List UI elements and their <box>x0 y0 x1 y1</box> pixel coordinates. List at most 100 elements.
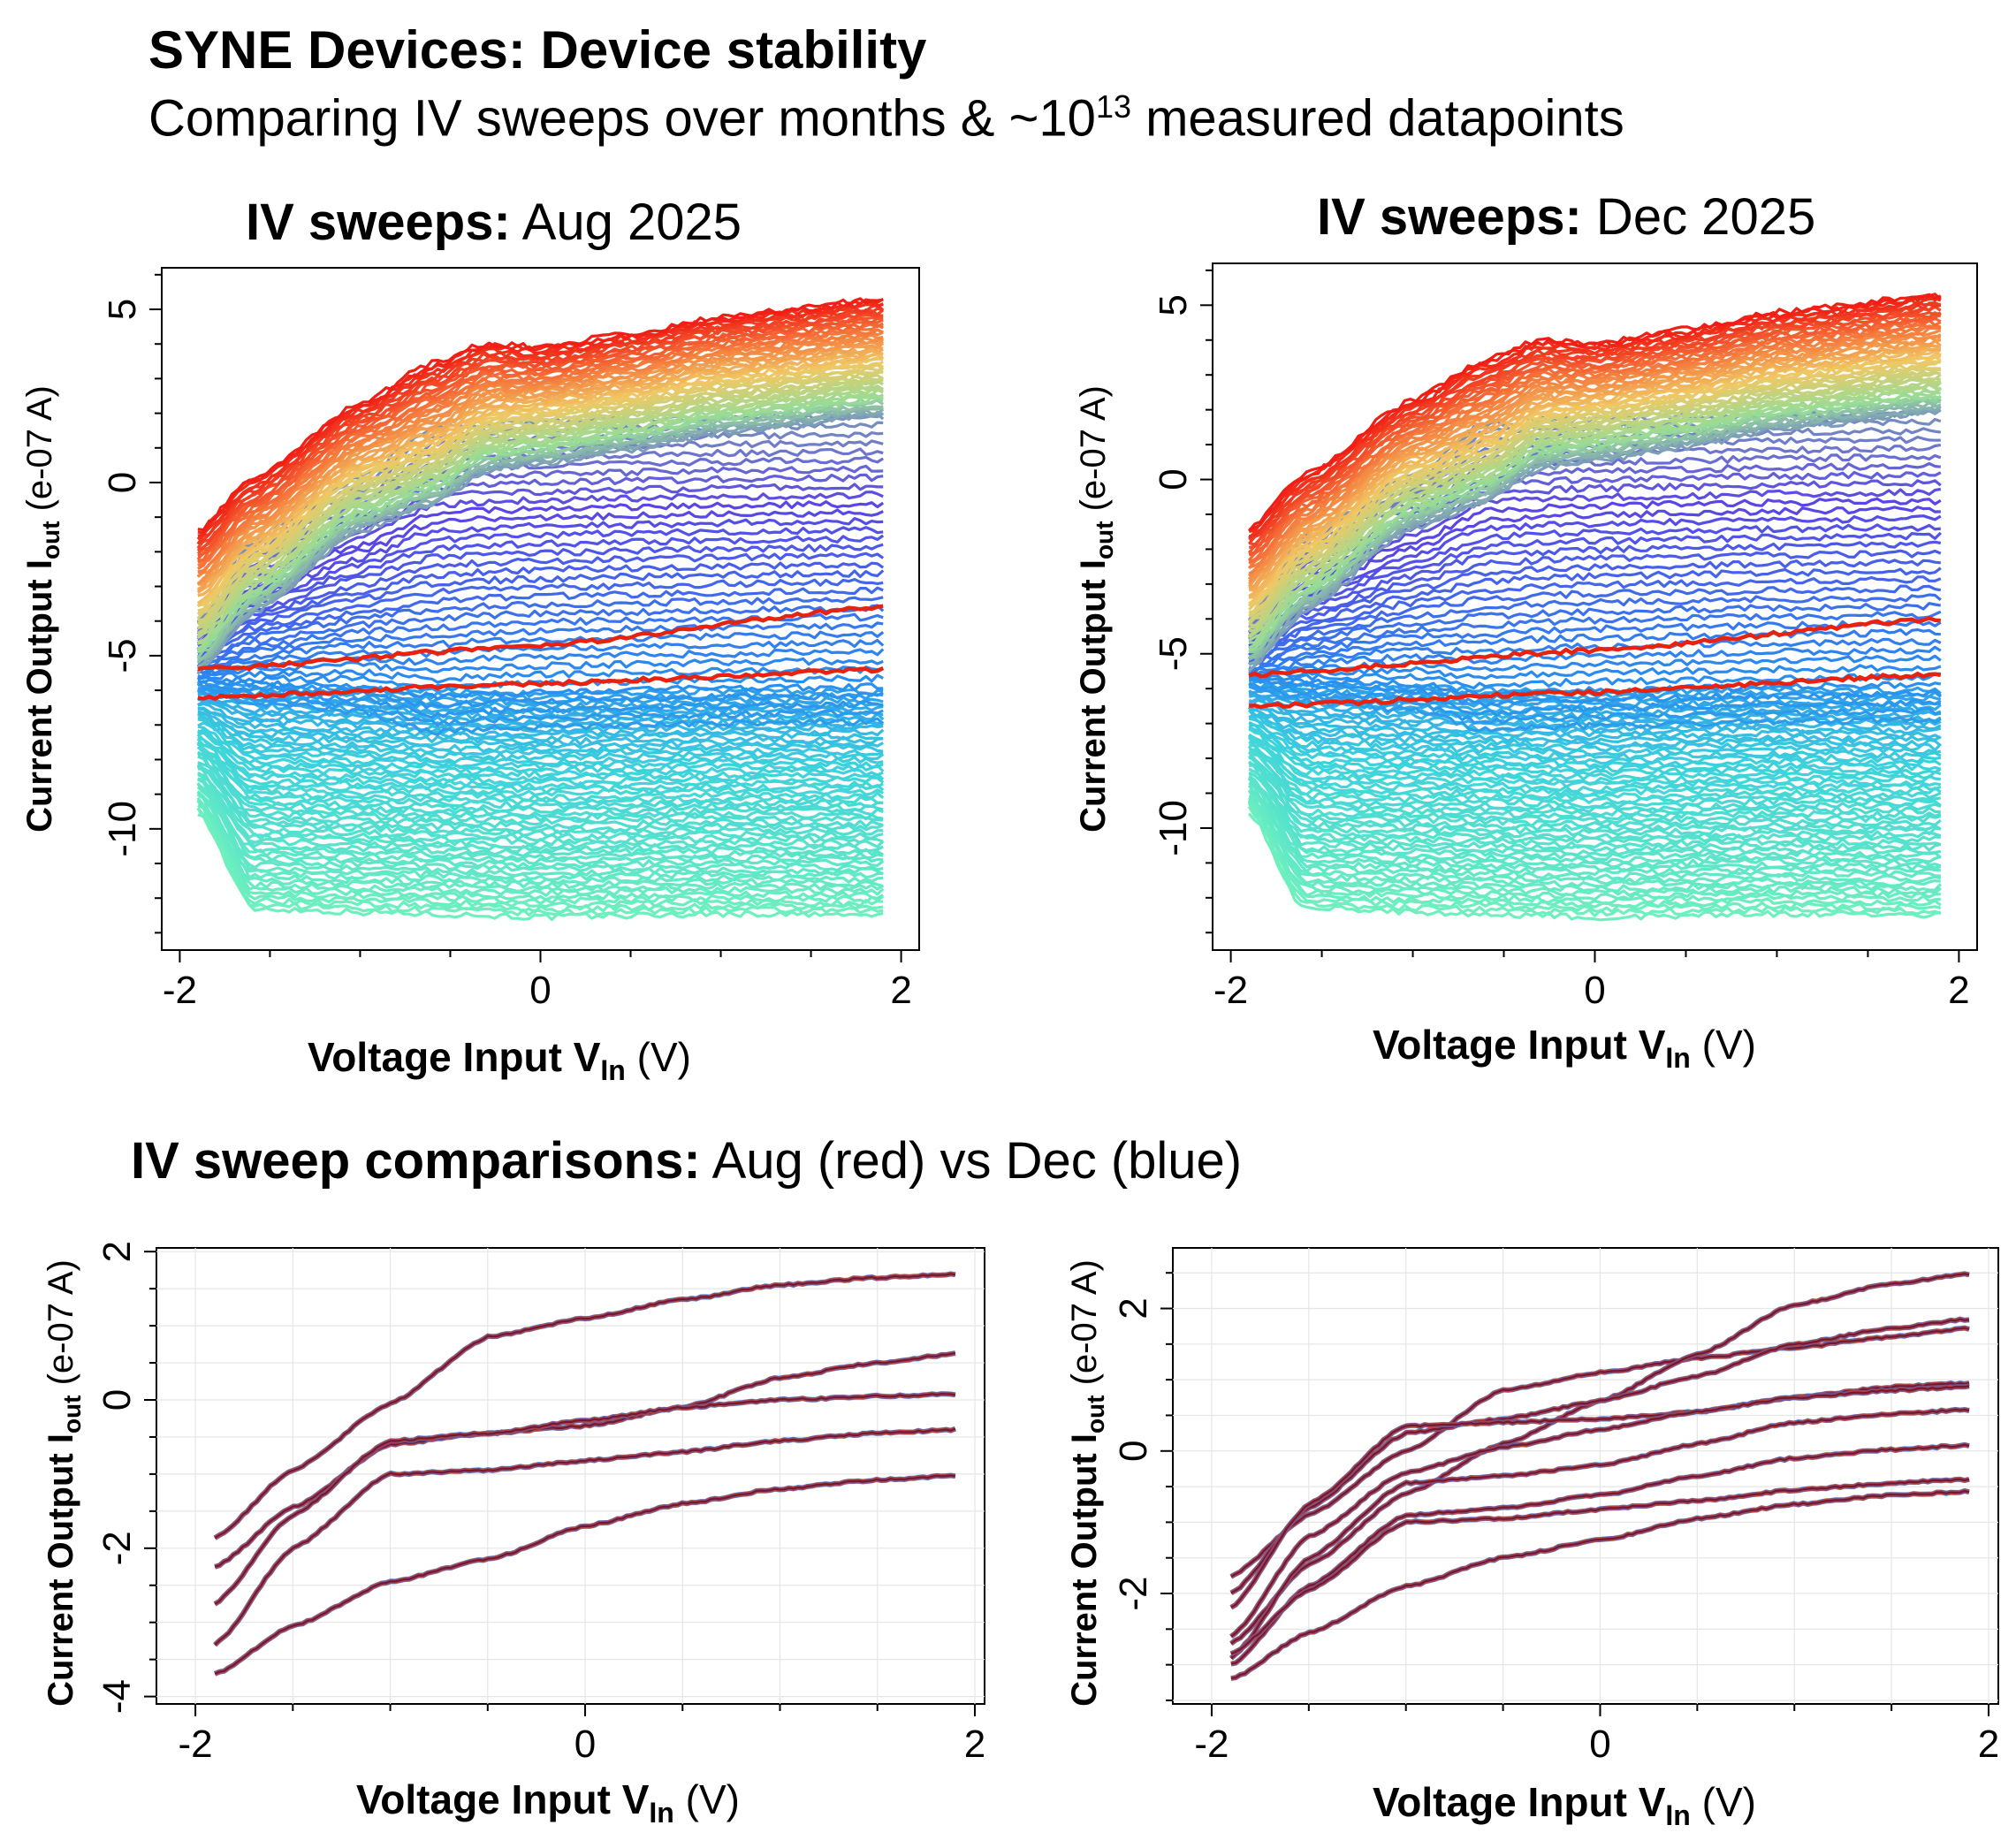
sweep-line <box>196 638 885 675</box>
sweep-line <box>197 771 885 850</box>
sweep-line <box>197 380 884 635</box>
x-axis-label-unit: (V) <box>1691 1779 1756 1825</box>
sweep-line <box>1248 514 1942 644</box>
sweep-line <box>197 755 884 826</box>
y-tick-label: -10 <box>101 801 144 857</box>
y-axis-label-sub: out <box>37 521 65 560</box>
aug-title-rest: Aug 2025 <box>510 194 742 251</box>
overlay-sweep-line <box>1230 1385 1970 1638</box>
sweep-line <box>196 333 884 578</box>
y-axis-label-main: Current Output I <box>20 559 59 833</box>
sweep-line <box>196 696 884 726</box>
sweep-line <box>197 561 885 658</box>
sweep-line <box>1248 549 1942 650</box>
chart-cmp1: -2 0 2 2 0 -2 -4 Voltage Input VIn (V) Current O… <box>42 1241 985 1829</box>
sweep-line <box>1248 755 1942 825</box>
sweep-line <box>1248 760 1942 833</box>
sweep-line <box>1248 645 1942 675</box>
subtitle-suffix: measured datapoints <box>1130 89 1624 148</box>
x-axis-label-main: Voltage Input V <box>356 1776 650 1822</box>
sweep-line <box>197 752 884 818</box>
sweep-line <box>196 526 884 650</box>
x-tick-label: 0 <box>574 1723 596 1766</box>
x-axis-label-unit: (V) <box>1691 1022 1756 1068</box>
sweep-line <box>197 718 885 762</box>
sweep-line <box>1247 812 1942 922</box>
x-axis-label: Voltage Input VIn (V) <box>356 1776 740 1829</box>
y-tick-label: -5 <box>101 638 144 673</box>
sweep-line <box>1248 681 1942 718</box>
x-axis-label-sub: In <box>649 1797 673 1829</box>
x-tick-label: -2 <box>1194 1723 1229 1766</box>
y-tick-label: 2 <box>1112 1297 1155 1319</box>
overlay-sweep-line <box>214 1273 956 1540</box>
plot-frame <box>1172 1247 1999 1705</box>
y-axis-label: Current Output Iout (e-07 A) <box>42 1259 86 1707</box>
plot-frame <box>156 1247 985 1705</box>
sweep-line <box>197 586 884 660</box>
sweep-line <box>197 712 884 754</box>
dec-title-bold: IV sweeps: <box>1317 188 1582 246</box>
sweep-line <box>1247 559 1941 657</box>
y-axis-label-sub: out <box>1091 521 1118 560</box>
x-tick-label: 0 <box>529 969 551 1012</box>
sweep-line <box>196 727 884 779</box>
sweep-line <box>197 517 884 647</box>
aug-title-bold: IV sweeps: <box>246 194 511 251</box>
sweep-line <box>1249 723 1942 769</box>
figure-title: SYNE Devices: Device stability <box>148 20 927 80</box>
sweep-line <box>1248 761 1942 840</box>
sweep-line <box>197 702 884 734</box>
x-axis-label: Voltage Input VIn (V) <box>1373 1779 1756 1831</box>
sweep-line <box>196 786 884 878</box>
y-tick-label: -2 <box>1112 1576 1155 1610</box>
sweep-line <box>1248 678 1942 709</box>
sweep-line <box>196 308 885 550</box>
aug-panel-title: IV sweeps: Aug 2025 <box>246 193 742 252</box>
sweep-line <box>197 731 885 782</box>
sweep-line <box>197 735 885 786</box>
sweep-line <box>1247 734 1942 794</box>
x-axis-label-main: Voltage Input V <box>308 1034 601 1080</box>
y-axis-label: Current Output Iout (e-07 A) <box>20 385 65 833</box>
overlay-sweep-line <box>214 1474 956 1675</box>
sweep-line <box>196 793 885 894</box>
x-axis-label-sub: In <box>1665 1042 1690 1074</box>
y-axis-label: Current Output Iout (e-07 A) <box>1065 1259 1109 1707</box>
section-title-rest: Aug (red) vs Dec (blue) <box>700 1132 1243 1190</box>
sweep-line <box>1248 789 1941 881</box>
sweep-line <box>1248 685 1942 734</box>
sweep-line <box>197 322 884 564</box>
y-axis-label-main: Current Output I <box>42 1434 80 1707</box>
y-tick-label: -4 <box>95 1679 139 1714</box>
dec-panel-title: IV sweeps: Dec 2025 <box>1317 187 1815 247</box>
comparison-section-title: IV sweep comparisons: Aug (red) vs Dec (… <box>131 1131 1242 1190</box>
sweep-line <box>1247 789 1941 888</box>
y-tick-label: 2 <box>95 1241 139 1262</box>
sweep-line <box>1248 720 1942 765</box>
sweep-line <box>197 297 884 532</box>
highlight-sweep-line <box>197 604 884 672</box>
sweep-line <box>197 673 884 691</box>
sweep-line <box>197 716 884 757</box>
x-axis-label: Voltage Input VIn (V) <box>308 1034 691 1086</box>
sweep-line <box>1248 777 1942 861</box>
sweep-lines <box>196 297 885 922</box>
y-axis-label-main: Current Output I <box>1065 1434 1104 1707</box>
chart-aug: -2 0 2 5 0 -5 -10 Voltage Input VIn (V) Current … <box>20 267 920 1086</box>
y-tick-label: 0 <box>95 1389 139 1411</box>
sweep-line <box>197 392 884 650</box>
sweep-line <box>196 742 885 802</box>
sweep-line <box>196 374 885 626</box>
sweep-line <box>197 761 884 830</box>
sweep-line <box>1247 802 1942 914</box>
sweep-line <box>196 680 884 710</box>
sweep-line <box>196 665 884 684</box>
sweep-line <box>197 578 884 661</box>
highlight-sweep-line <box>197 665 885 702</box>
x-axis-label-sub: In <box>600 1054 625 1086</box>
sweep-line <box>1248 664 1942 681</box>
x-tick-label: 2 <box>1978 1723 1999 1766</box>
sweep-line <box>196 796 885 897</box>
y-tick-label: -2 <box>95 1531 139 1565</box>
